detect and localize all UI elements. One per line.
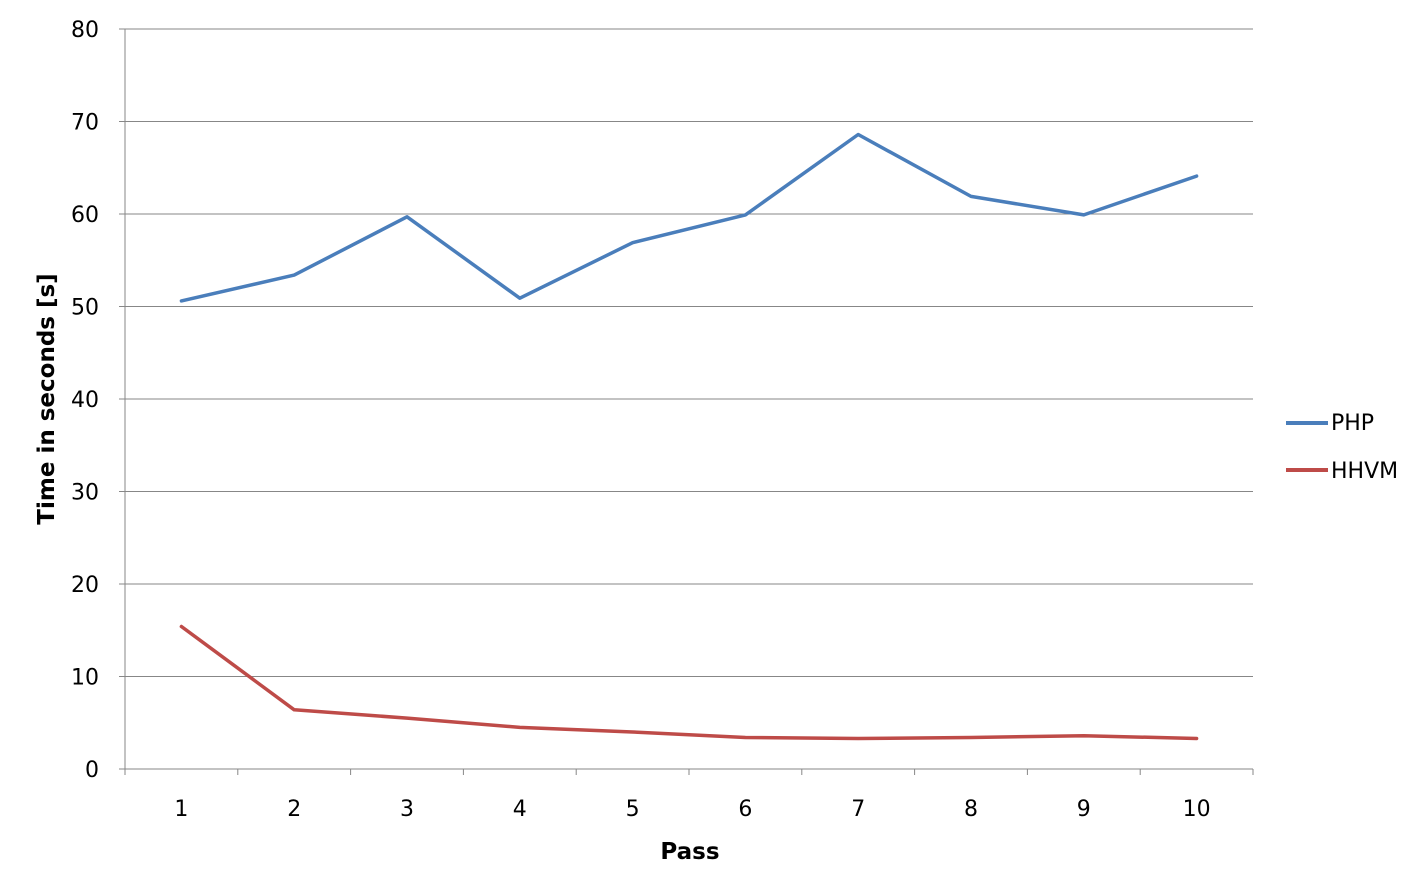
legend-label-hhvm: HHVM <box>1331 459 1398 484</box>
x-tick-label: 1 <box>174 797 188 822</box>
axes <box>119 28 1254 775</box>
x-axis-title: Pass <box>660 839 719 865</box>
y-axis-title: Time in seconds [s] <box>34 273 60 524</box>
x-tick-label: 7 <box>851 797 865 822</box>
x-tick-label: 2 <box>287 797 301 822</box>
series-line-php <box>179 132 1199 303</box>
y-tick-label: 20 <box>71 573 99 598</box>
tick-labels: 0 10 20 30 40 50 60 70 80 1 2 3 4 5 6 7 8 9 10 <box>71 18 1211 822</box>
series-line-hhvm <box>179 624 1199 741</box>
y-tick-label: 80 <box>71 18 99 43</box>
x-tick-label: 3 <box>400 797 414 822</box>
y-tick-label: 70 <box>71 111 99 136</box>
y-tick-label: 0 <box>85 758 99 783</box>
y-tick-label: 30 <box>71 481 99 506</box>
x-tick-label: 5 <box>626 797 640 822</box>
x-tick-label: 6 <box>738 797 752 822</box>
gridlines <box>125 28 1253 677</box>
x-tick-label: 10 <box>1183 797 1211 822</box>
x-tick-label: 4 <box>513 797 527 822</box>
legend-label-php: PHP <box>1331 411 1374 436</box>
series-lines <box>179 132 1199 741</box>
y-tick-label: 60 <box>71 203 99 228</box>
y-tick-label: 10 <box>71 666 99 691</box>
y-tick-label: 50 <box>71 296 99 321</box>
x-tick-label: 9 <box>1077 797 1091 822</box>
legend: PHP HHVM <box>1286 411 1398 484</box>
x-tick-label: 8 <box>964 797 978 822</box>
y-tick-label: 40 <box>71 388 99 413</box>
